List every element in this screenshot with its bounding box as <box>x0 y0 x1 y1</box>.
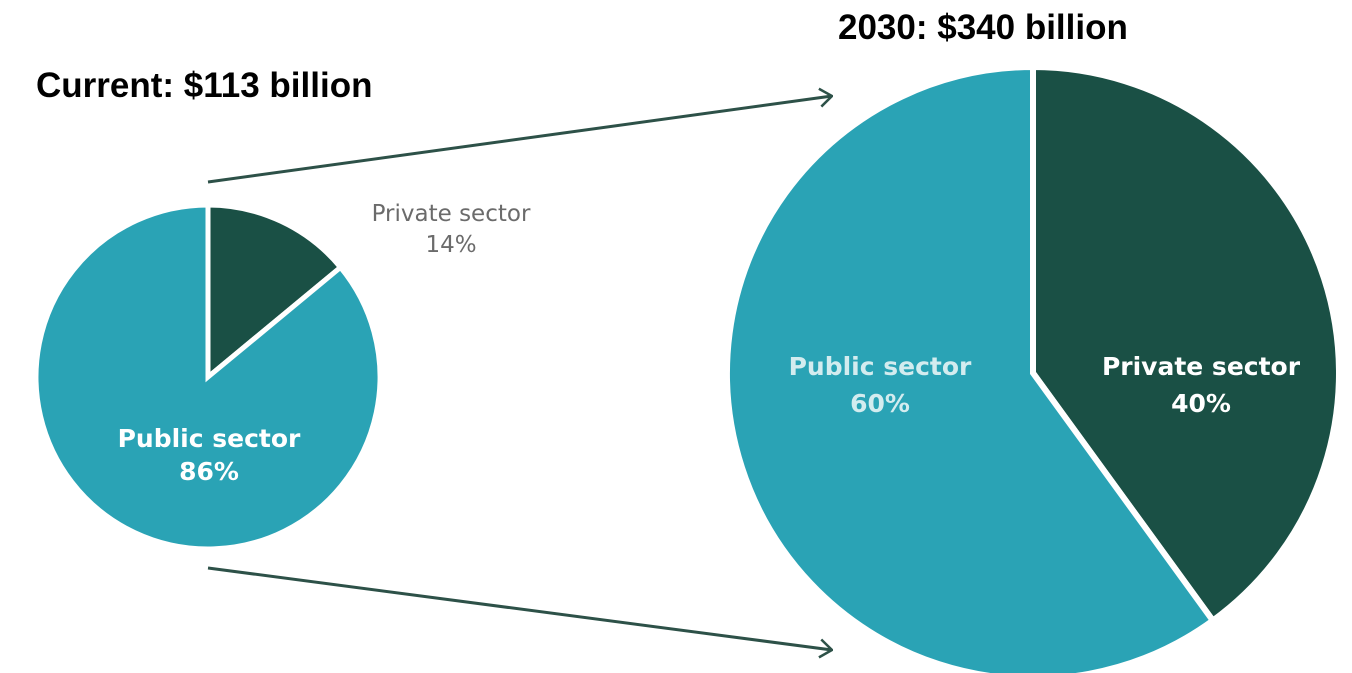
pie-0-slice-public-sector <box>33 202 383 552</box>
pie-0-slice-private-sector <box>205 202 345 383</box>
arrows-layer <box>207 96 832 650</box>
top-arrow <box>207 96 832 184</box>
pie-1-value-public-sector: 60% <box>850 389 910 418</box>
bottom-arrow <box>207 566 832 650</box>
pie-0-label-public-sector: Public sector <box>118 424 301 453</box>
pie-0-value-public-sector: 86% <box>179 457 239 486</box>
pie-1-label-private-sector: Private sector <box>1102 352 1301 381</box>
current-pie: Private sector 14% Public sector 86% <box>33 201 531 552</box>
pie-1-slice-public-sector <box>724 63 1218 673</box>
future-chart-title: 2030: $340 billion <box>838 8 1128 47</box>
current-chart-title: Current: $113 billion <box>36 66 373 105</box>
pie-1-value-private-sector: 40% <box>1171 389 1231 418</box>
pie-1-slice-private-sector <box>1030 63 1342 625</box>
future-pie: Private sector 40% Public sector 60% <box>724 63 1342 673</box>
pie-0-value-private-sector: 14% <box>425 232 476 258</box>
pie-1-label-public-sector: Public sector <box>789 352 972 381</box>
pie-0-label-private-sector: Private sector <box>372 201 531 227</box>
